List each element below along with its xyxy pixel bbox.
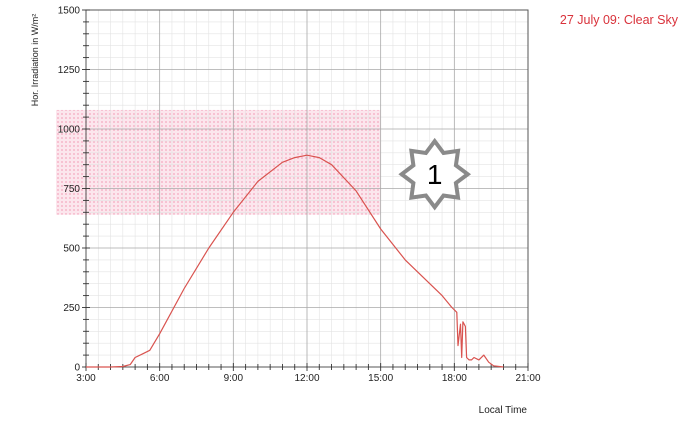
highlight-layer (56, 109, 381, 215)
x-axis-label: Local Time (479, 405, 528, 416)
series-line (86, 154, 504, 368)
annotation-label: 1 (427, 159, 443, 190)
y-tick-label: 500 (63, 244, 80, 255)
y-tick-label: 250 (63, 303, 80, 314)
annotation-layer: 1 (398, 137, 472, 211)
series-layer (86, 154, 504, 368)
y-tick-label: 750 (63, 184, 80, 195)
x-tick-label: 15:00 (368, 373, 393, 384)
grid-layer (85, 9, 529, 368)
x-tick-label: 21:00 (515, 373, 540, 384)
y-tick-label: 1250 (58, 65, 81, 76)
chart-title: 27 July 09: Clear Sky (560, 13, 679, 27)
x-tick-label: 6:00 (150, 373, 170, 384)
y-tick-label: 1500 (58, 6, 81, 17)
y-tick-label: 1000 (58, 125, 81, 136)
axes-layer: 3:00 6:00 9:00 12:00 15:00 18:00 21:00 0 250 500 7… (58, 6, 541, 385)
x-tick-label: 3:00 (76, 373, 96, 384)
y-axis-label: Hor. Irradiation in W/m² (30, 14, 40, 107)
annotation-star (398, 137, 472, 211)
x-tick-label: 9:00 (224, 373, 244, 384)
y-tick-label: 0 (74, 363, 80, 374)
x-tick-label: 12:00 (294, 373, 319, 384)
x-tick-label: 18:00 (442, 373, 467, 384)
highlight-region (56, 109, 381, 215)
